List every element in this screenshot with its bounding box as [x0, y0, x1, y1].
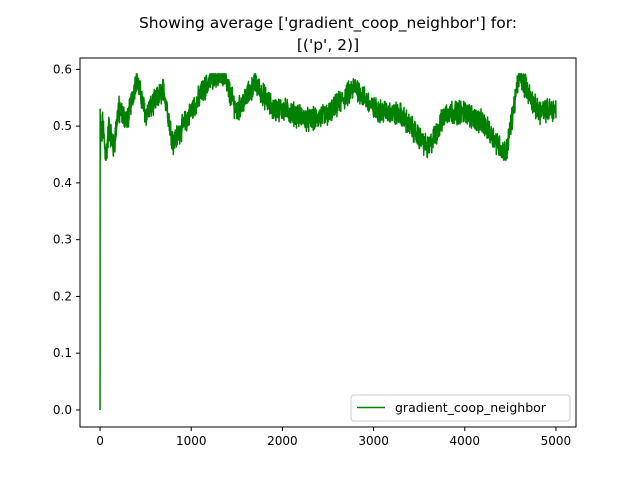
x-axis-ticks: 0 1000 2000 3000 4000 5000	[96, 427, 571, 448]
y-tick-label: 0.5	[53, 119, 72, 133]
legend-box	[350, 394, 571, 422]
x-tick-label: 5000	[541, 434, 572, 448]
legend-label: gradient_coop_neighbor	[395, 400, 547, 415]
chart-title-line-1: Showing average ['gradient_coop_neighbor…	[139, 14, 517, 33]
plot-frame	[79, 57, 577, 428]
y-tick-label: 0.6	[53, 62, 72, 76]
x-tick-label: 0	[96, 434, 104, 448]
y-tick-label: 0.1	[53, 346, 72, 360]
y-tick-label: 0.4	[53, 176, 72, 190]
x-tick-label: 3000	[358, 434, 389, 448]
legend: gradient_coop_neighbor	[350, 394, 571, 422]
series-line-gradient-coop-neighbor	[99, 73, 557, 410]
y-tick-label: 0.0	[53, 403, 72, 417]
x-tick-label: 2000	[267, 434, 298, 448]
series-layer	[99, 73, 557, 410]
x-tick-label: 4000	[449, 434, 480, 448]
y-tick-label: 0.2	[53, 289, 72, 303]
chart-title-line-2: [('p', 2)]	[297, 36, 359, 54]
x-tick-label: 1000	[176, 434, 207, 448]
y-axis-ticks: 0.0 0.1 0.2 0.3 0.4 0.5 0.6	[53, 62, 80, 417]
y-tick-label: 0.3	[53, 233, 72, 247]
